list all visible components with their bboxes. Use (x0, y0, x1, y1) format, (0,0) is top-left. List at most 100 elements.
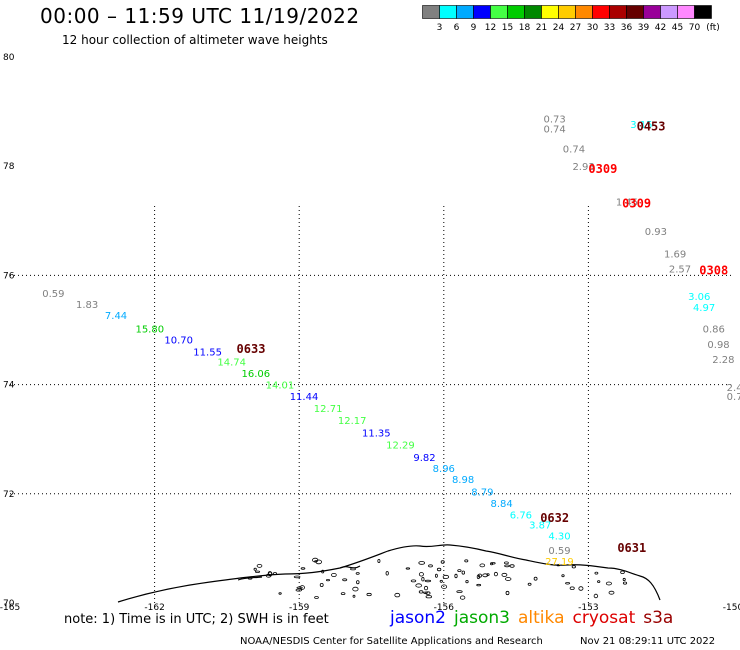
lake-shape (440, 560, 445, 564)
lake-shape (501, 572, 508, 577)
swh-value-label: 0.86 (703, 325, 725, 336)
x-tick-label: -153 (578, 603, 598, 613)
lake-shape (423, 585, 429, 591)
lake-shape (456, 590, 463, 593)
lake-shape (425, 591, 431, 595)
lake-shape (441, 584, 448, 589)
x-tick-label: -159 (289, 603, 310, 613)
swh-value-label: 4.30 (548, 532, 570, 543)
lake-shape (459, 595, 466, 600)
swh-value-label: 8.84 (491, 499, 513, 510)
swh-value-label: 2.93 (572, 162, 594, 173)
note-text: note: 1) Time is in UTC; 2) SWH is in fe… (64, 612, 329, 627)
pass-time-labels: 0633 0632 0631 0453 0309 0309 0308 (237, 120, 729, 556)
legend-jason2: jason2 (390, 608, 446, 628)
lake-shape (622, 581, 628, 585)
lake-shape (578, 586, 584, 591)
lake-shape (486, 573, 490, 576)
lake-shape (493, 571, 498, 577)
lake-shape (293, 575, 301, 579)
x-tick-label: -150 (723, 603, 740, 613)
lake-shape (608, 590, 615, 595)
swh-value-label: 11.55 (193, 348, 222, 359)
lake-shape (428, 564, 433, 568)
lake-shape (377, 559, 381, 564)
coastline (117, 544, 661, 603)
swh-value-label: 0.59 (42, 289, 64, 300)
lake-shape (464, 559, 469, 563)
coastal-lakes (247, 557, 628, 600)
lake-shape (319, 583, 324, 588)
y-tick-label: 70 (3, 599, 15, 609)
lake-shape (425, 595, 432, 599)
lake-shape (331, 573, 337, 578)
swh-value-label: 14.01 (266, 380, 295, 391)
lake-shape (421, 577, 425, 582)
pass-time-label: 0309 (588, 162, 617, 176)
generation-timestamp: Nov 21 08:29:11 UTC 2022 (580, 636, 716, 647)
lake-shape (465, 579, 469, 584)
grid-lines (10, 204, 733, 603)
swh-value-label: 15.80 (135, 325, 164, 336)
scale-label: 12 (485, 23, 496, 33)
swh-value-label: 1.83 (76, 300, 98, 311)
scale-label: 3 (437, 23, 443, 33)
lake-shape (405, 567, 411, 570)
scale-swatch (694, 5, 712, 19)
alaska-coastline (117, 544, 661, 603)
y-tick-label: 72 (3, 490, 14, 500)
lake-shape (439, 579, 443, 583)
swh-value-label: 8.98 (452, 475, 474, 486)
swh-value-label: 0.93 (645, 227, 667, 238)
lake-shape (454, 573, 458, 579)
lake-shape (385, 571, 389, 576)
swh-value-label: 0.98 (707, 340, 729, 351)
swh-value-label: 1.69 (664, 249, 686, 260)
swh-value-label: 12.17 (338, 416, 367, 427)
color-scale-bar: 3 6 9 12 15 18 21 24 27 30 33 36 39 42 45 70 (ft) (422, 5, 720, 33)
lake-shape (300, 567, 306, 570)
scale-unit: (ft) (706, 23, 720, 33)
swh-value-label: 12.29 (386, 440, 415, 451)
lake-shape (312, 557, 319, 563)
lake-shape (253, 567, 257, 571)
lake-shape (569, 586, 575, 590)
swh-value-label: 3.06 (688, 292, 710, 303)
lake-shape (356, 580, 360, 585)
scale-label: 27 (570, 23, 581, 33)
swh-value-label: 0.74 (563, 145, 585, 156)
pass-time-label: 0309 (622, 197, 651, 211)
lake-shape (254, 570, 261, 574)
y-tick-label: 76 (3, 271, 15, 281)
swh-value-label: 1.45 (616, 198, 638, 209)
lake-shape (247, 577, 253, 580)
lake-shape (299, 585, 305, 590)
lake-shape (340, 592, 346, 595)
lake-shape (605, 581, 612, 586)
lake-shape (571, 565, 576, 569)
swh-value-label: 6.76 (510, 510, 532, 521)
pass-time-label: 0308 (699, 263, 728, 277)
lake-shape (509, 564, 515, 568)
scale-label: 36 (621, 23, 633, 33)
swh-value-label: 27.19 (545, 557, 574, 568)
legend-cryosat: cryosat (572, 608, 636, 628)
scale-label: 70 (689, 23, 701, 33)
scale-label: 24 (553, 23, 565, 33)
lake-shape (620, 570, 625, 574)
lake-shape (314, 596, 319, 599)
y-tick-label: 78 (3, 162, 15, 172)
swh-value-label: 11.44 (290, 392, 319, 403)
lake-shape (476, 574, 480, 580)
satellite-legend: jason2 jason3 altika cryosat s3a (390, 608, 681, 628)
swh-value-label: 8.79 (471, 487, 493, 498)
scale-label: 42 (655, 23, 666, 33)
pass-time-label: 0632 (540, 511, 569, 525)
y-tick-label: 74 (3, 381, 15, 391)
chart-subtitle: 12 hour collection of altimeter wave hei… (62, 33, 328, 47)
swh-value-label: 7.44 (105, 311, 127, 322)
swh-value-label: 11.35 (362, 428, 391, 439)
y-tick-label: 80 (3, 53, 15, 63)
lake-shape (423, 591, 428, 595)
